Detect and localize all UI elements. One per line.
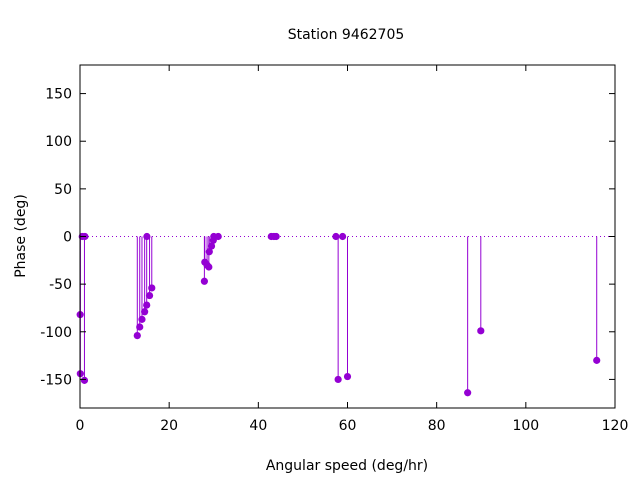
data-point <box>143 232 151 241</box>
y-tick-label: -150 <box>40 372 72 388</box>
data-point <box>272 232 280 241</box>
x-tick-label: 20 <box>160 418 178 434</box>
y-tick-label: -100 <box>40 325 72 341</box>
x-tick-label: 0 <box>76 418 85 434</box>
data-point <box>332 232 340 241</box>
data-point <box>207 242 216 250</box>
data-point <box>143 301 151 309</box>
data-point <box>80 376 89 384</box>
data-point <box>200 277 208 285</box>
data-point <box>464 389 472 397</box>
data-point <box>136 323 144 331</box>
data-point <box>205 248 213 256</box>
x-axis-label: Angular speed (deg/hr) <box>266 458 428 474</box>
x-tick-label: 60 <box>339 418 357 434</box>
chart-title: Station 9462705 <box>288 27 405 43</box>
data-point <box>141 308 149 316</box>
data-point <box>334 375 342 384</box>
data-point <box>477 327 485 335</box>
data-point <box>343 372 352 381</box>
y-tick-label: 100 <box>45 134 72 150</box>
y-tick-label: 50 <box>54 182 72 198</box>
x-tick-label: 40 <box>249 418 267 434</box>
y-axis-label: Phase (deg) <box>13 194 29 278</box>
data-point <box>338 232 347 241</box>
data-point <box>133 331 141 340</box>
data-point <box>148 284 156 292</box>
y-tick-label: -50 <box>49 277 72 293</box>
data-point <box>214 232 222 241</box>
x-tick-label: 120 <box>602 418 629 434</box>
data-point <box>138 315 146 323</box>
data-point <box>145 291 154 300</box>
y-tick-label: 150 <box>45 87 72 103</box>
y-tick-label: 0 <box>63 230 72 246</box>
data-point <box>205 263 213 271</box>
x-tick-label: 100 <box>512 418 539 434</box>
data-point <box>593 356 601 364</box>
x-tick-label: 80 <box>428 418 446 434</box>
